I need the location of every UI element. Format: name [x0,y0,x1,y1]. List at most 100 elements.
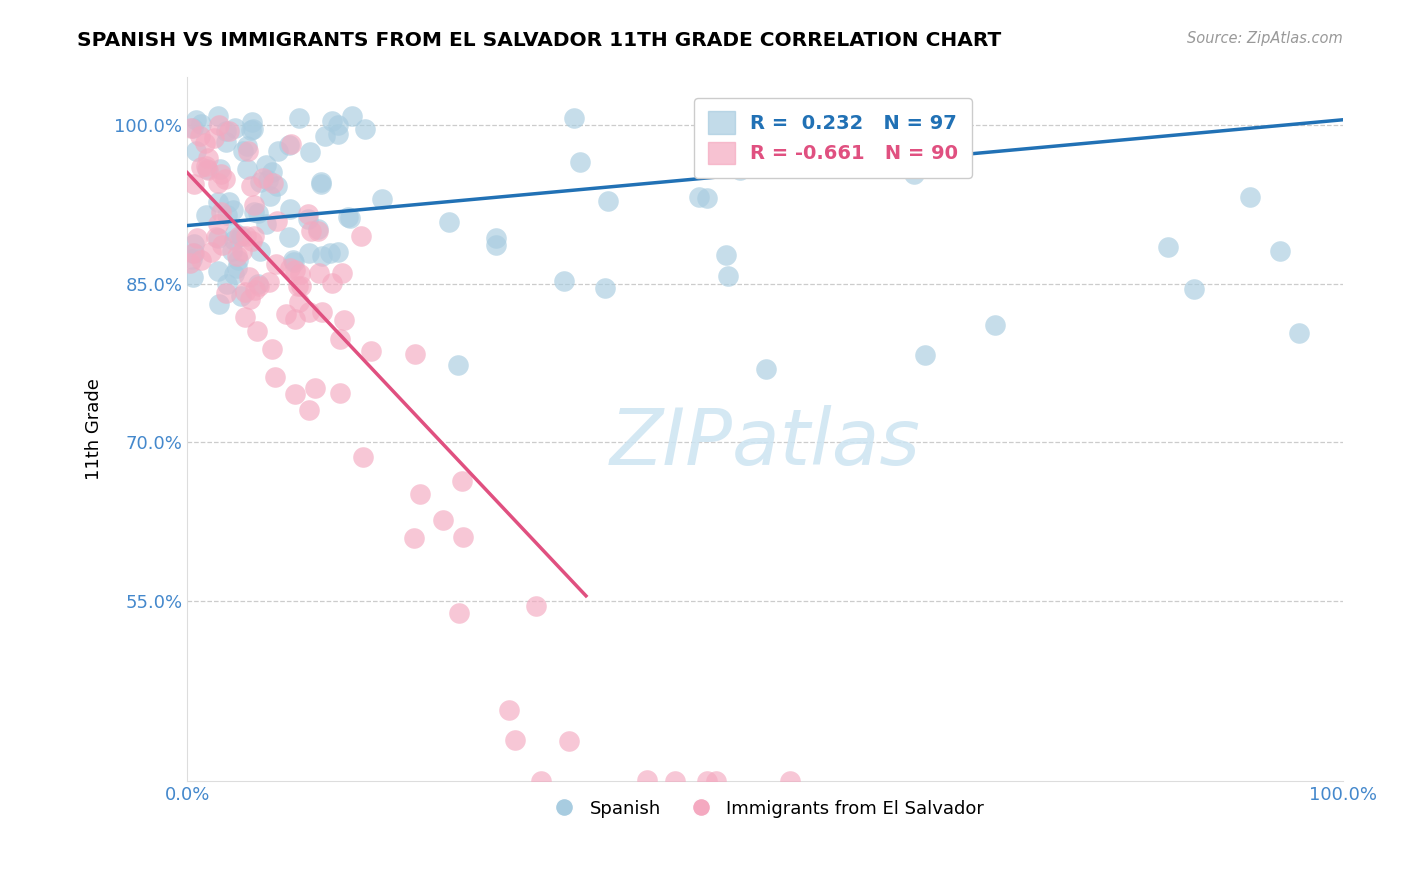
Point [221,244,243,259]
Point [283,255,305,269]
Point [297,207,319,221]
Point [236,144,259,158]
Point [224,121,246,136]
Point [309,175,332,189]
Point [247,205,270,219]
Point [329,332,352,346]
Point [664,774,686,789]
Point [228,229,250,244]
Point [943,145,966,160]
Point [240,115,263,129]
Point [557,734,579,748]
Point [498,703,520,717]
Point [307,224,329,238]
Point [706,774,728,789]
Point [194,136,217,150]
Point [208,118,231,132]
Point [553,274,575,288]
Point [243,284,266,298]
Point [190,161,212,175]
Point [233,310,256,325]
Point [252,171,274,186]
Point [278,202,301,217]
Point [309,177,332,191]
Point [329,385,352,400]
Point [254,217,277,231]
Point [247,277,270,292]
Point [190,252,212,267]
Point [311,305,333,319]
Y-axis label: 11th Grade: 11th Grade [86,378,103,480]
Point [755,362,778,376]
Legend: Spanish, Immigrants from El Salvador: Spanish, Immigrants from El Salvador [538,792,991,825]
Point [183,269,205,284]
Point [209,168,232,182]
Point [404,346,426,360]
Point [231,145,253,159]
Point [284,386,307,401]
Point [181,245,204,260]
Point [314,128,336,143]
Point [437,214,460,228]
Text: Source: ZipAtlas.com: Source: ZipAtlas.com [1187,31,1343,46]
Point [283,252,305,267]
Point [226,249,249,263]
Point [262,165,284,179]
Point [186,144,208,158]
Point [321,277,343,291]
Point [349,229,371,244]
Point [287,111,309,125]
Point [226,261,249,276]
Point [278,260,301,275]
Point [183,121,205,136]
Point [207,109,229,123]
Point [235,139,257,153]
Point [243,198,266,212]
Point [288,267,311,281]
Point [284,263,307,277]
Point [243,229,266,244]
Point [215,135,238,149]
Point [195,208,218,222]
Point [211,238,233,252]
Point [215,123,238,137]
Point [238,292,260,306]
Point [432,513,454,527]
Point [209,162,232,177]
Point [249,244,271,259]
Point [229,229,252,244]
Point [209,205,232,219]
Point [505,733,527,747]
Point [278,137,301,152]
Point [1157,239,1180,253]
Point [569,154,592,169]
Point [266,214,288,228]
Point [183,245,205,260]
Point [308,266,330,280]
Point [636,772,658,787]
Point [214,285,236,300]
Point [240,123,263,137]
Point [247,279,270,293]
Point [229,288,252,302]
Point [195,159,218,173]
Point [688,190,710,204]
Point [287,279,309,293]
Point [222,203,245,218]
Point [180,120,202,135]
Point [226,252,249,267]
Text: SPANISH VS IMMIGRANTS FROM EL SALVADOR 11TH GRADE CORRELATION CHART: SPANISH VS IMMIGRANTS FROM EL SALVADOR 1… [77,31,1001,50]
Point [235,228,257,243]
Point [360,343,382,358]
Point [696,191,718,205]
Point [340,109,363,123]
Point [402,531,425,545]
Point [277,230,299,244]
Point [914,348,936,362]
Point [298,246,321,260]
Point [297,212,319,227]
Point [262,177,284,191]
Point [409,487,432,501]
Point [280,136,302,151]
Point [224,226,246,240]
